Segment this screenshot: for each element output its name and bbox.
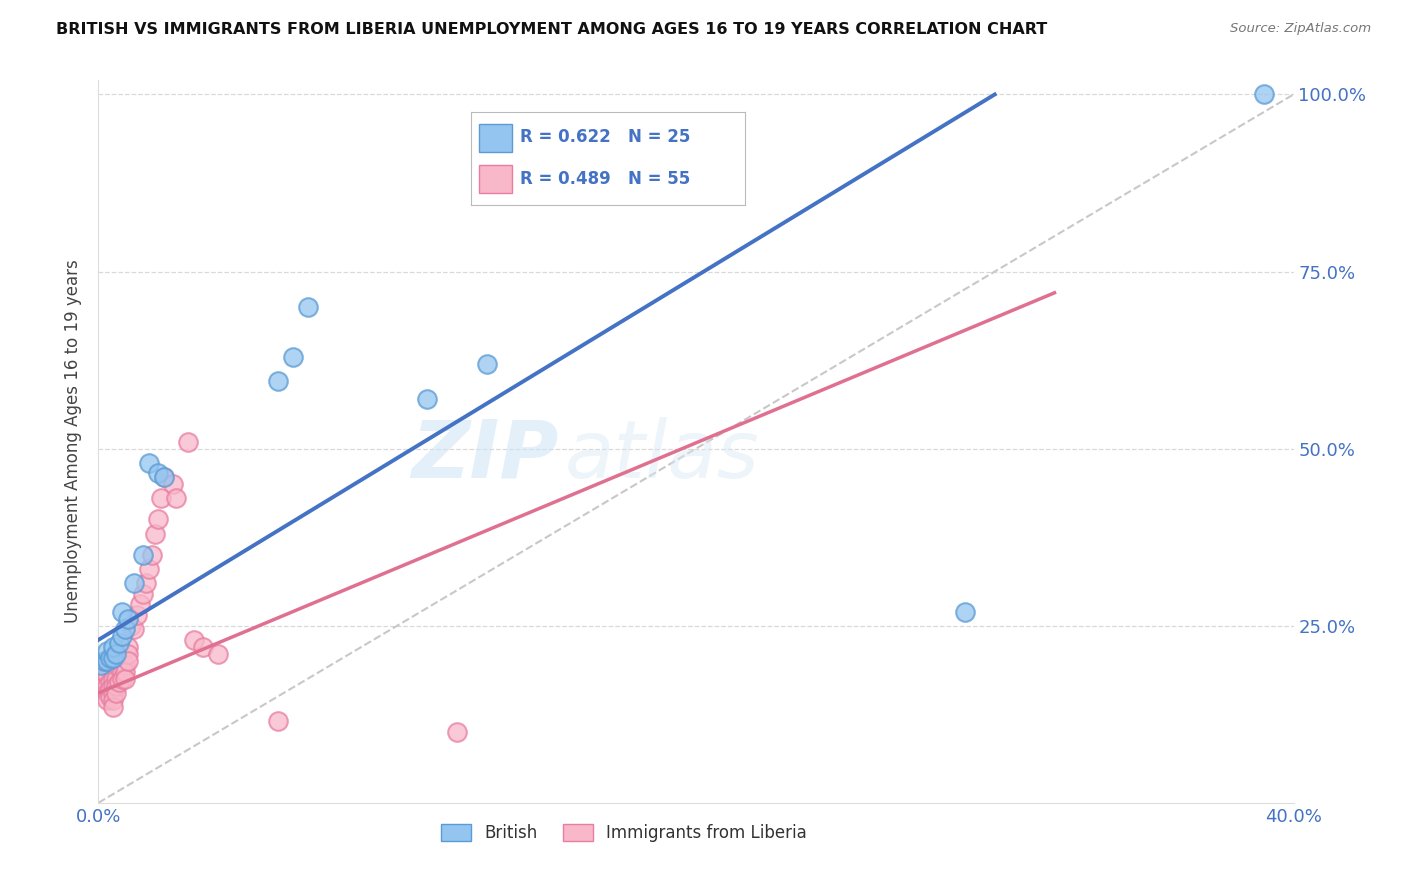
Point xyxy=(446,725,468,739)
Point xyxy=(281,350,304,364)
Point xyxy=(108,654,131,668)
Point xyxy=(114,672,136,686)
Point xyxy=(953,605,976,619)
Point xyxy=(105,672,128,686)
Point xyxy=(111,605,134,619)
Point xyxy=(93,657,115,672)
Point xyxy=(93,665,115,679)
Bar xyxy=(479,124,512,152)
Point xyxy=(96,668,118,682)
Point xyxy=(90,657,112,672)
Point xyxy=(90,665,112,679)
Point xyxy=(111,672,134,686)
Point xyxy=(90,679,112,693)
Point xyxy=(103,650,125,665)
Point xyxy=(165,491,187,506)
Point xyxy=(1253,87,1275,102)
Point xyxy=(150,491,173,506)
Point xyxy=(105,679,128,693)
Point xyxy=(475,357,498,371)
Point xyxy=(111,665,134,679)
Text: Source: ZipAtlas.com: Source: ZipAtlas.com xyxy=(1230,22,1371,36)
Point xyxy=(117,640,139,654)
Point xyxy=(114,657,136,672)
Point xyxy=(132,587,155,601)
Point xyxy=(148,467,170,481)
Text: ZIP: ZIP xyxy=(411,417,558,495)
Text: R = 0.489   N = 55: R = 0.489 N = 55 xyxy=(520,170,690,188)
Point xyxy=(105,647,128,661)
Point xyxy=(153,470,176,484)
Legend: British, Immigrants from Liberia: British, Immigrants from Liberia xyxy=(434,817,814,848)
Point xyxy=(141,548,163,562)
Point xyxy=(132,548,155,562)
Point xyxy=(96,643,118,657)
Point xyxy=(117,612,139,626)
Point xyxy=(138,456,160,470)
Point xyxy=(108,636,131,650)
Point xyxy=(103,672,125,686)
Point xyxy=(93,654,115,668)
Point xyxy=(127,608,149,623)
Point xyxy=(103,640,125,654)
Point xyxy=(103,686,125,700)
Point xyxy=(108,661,131,675)
Point xyxy=(96,693,118,707)
Point xyxy=(117,654,139,668)
Point xyxy=(98,675,122,690)
Point xyxy=(138,562,160,576)
Point xyxy=(96,686,118,700)
Point xyxy=(103,700,125,714)
Point xyxy=(191,640,214,654)
Point xyxy=(129,598,152,612)
Y-axis label: Unemployment Among Ages 16 to 19 years: Unemployment Among Ages 16 to 19 years xyxy=(65,260,83,624)
Point xyxy=(105,686,128,700)
Point xyxy=(148,512,170,526)
Text: atlas: atlas xyxy=(565,417,759,495)
Point xyxy=(153,470,176,484)
Point xyxy=(98,682,122,697)
Point xyxy=(114,622,136,636)
Text: R = 0.622   N = 25: R = 0.622 N = 25 xyxy=(520,128,690,145)
Point xyxy=(108,675,131,690)
Point xyxy=(96,679,118,693)
Point xyxy=(93,672,115,686)
Point xyxy=(124,576,146,591)
Point xyxy=(177,434,200,449)
Point xyxy=(162,477,184,491)
Point xyxy=(416,392,439,406)
Point xyxy=(135,576,157,591)
Point xyxy=(96,654,118,668)
Point xyxy=(207,647,229,661)
Point xyxy=(98,690,122,704)
Point xyxy=(90,672,112,686)
Point xyxy=(111,654,134,668)
Point xyxy=(111,629,134,643)
Point xyxy=(297,300,319,314)
Point xyxy=(267,375,290,389)
Point xyxy=(98,650,122,665)
Point xyxy=(108,647,131,661)
Point xyxy=(103,693,125,707)
Point xyxy=(117,647,139,661)
Text: BRITISH VS IMMIGRANTS FROM LIBERIA UNEMPLOYMENT AMONG AGES 16 TO 19 YEARS CORREL: BRITISH VS IMMIGRANTS FROM LIBERIA UNEMP… xyxy=(56,22,1047,37)
Point xyxy=(124,622,146,636)
Point xyxy=(120,618,142,632)
Point xyxy=(267,714,290,729)
Point xyxy=(93,679,115,693)
Point xyxy=(183,632,205,647)
Bar xyxy=(479,165,512,193)
Point xyxy=(143,526,166,541)
Point xyxy=(103,679,125,693)
Point xyxy=(114,665,136,679)
